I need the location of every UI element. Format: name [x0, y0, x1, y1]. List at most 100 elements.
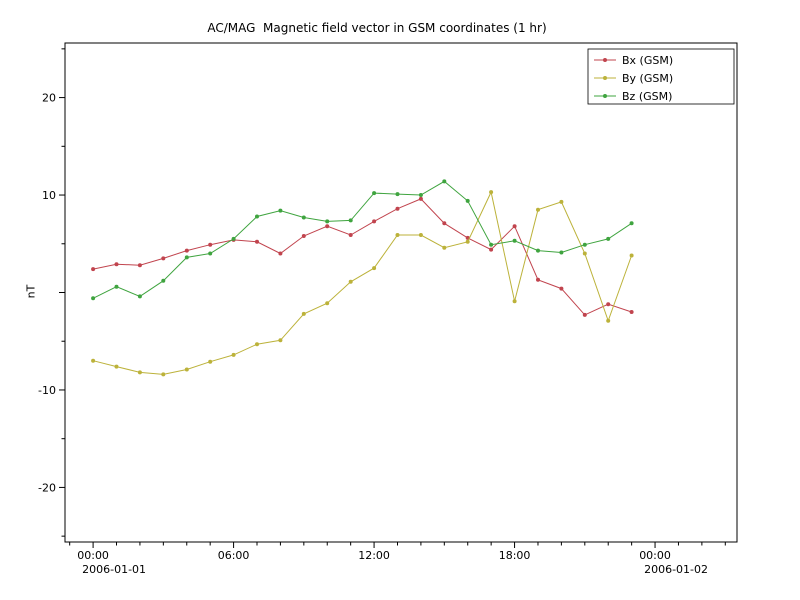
data-point-marker	[629, 310, 634, 314]
data-point-marker	[512, 224, 517, 229]
data-point-marker	[325, 301, 330, 306]
data-point-marker	[559, 250, 564, 255]
data-point-marker	[161, 256, 166, 261]
data-point-marker	[629, 253, 634, 258]
data-point-marker	[536, 248, 540, 253]
data-point-marker	[489, 190, 494, 195]
data-point-marker	[372, 191, 377, 196]
data-point-marker	[442, 221, 447, 226]
x-tick-label: 18:00	[499, 549, 531, 562]
series-line	[92, 180, 632, 299]
data-point-marker	[278, 208, 283, 213]
data-point-marker	[348, 233, 353, 237]
data-point-marker	[301, 215, 306, 220]
data-point-marker	[137, 370, 142, 375]
y-tick-label: 20	[42, 92, 56, 105]
y-axis: -20 -10 10 20	[38, 48, 65, 537]
data-point-marker	[137, 263, 142, 268]
data-point-marker	[161, 278, 166, 283]
data-point-marker	[465, 198, 470, 203]
series-bx	[91, 196, 634, 317]
data-point-marker	[606, 302, 611, 307]
data-point-marker	[512, 299, 517, 304]
data-point-marker	[372, 266, 377, 271]
data-point-marker	[114, 262, 119, 267]
data-point-marker	[325, 224, 330, 229]
legend-sample-marker	[603, 58, 607, 62]
data-point-marker	[161, 372, 166, 377]
y-tick-label: -10	[38, 384, 56, 397]
data-point-marker	[114, 364, 119, 369]
data-point-marker	[91, 296, 96, 301]
x-tick-label: 06:00	[218, 549, 250, 562]
data-point-marker	[184, 248, 189, 253]
data-point-marker	[91, 267, 96, 272]
data-point-marker	[606, 236, 611, 241]
data-point-marker	[348, 279, 353, 284]
series-by	[91, 190, 634, 377]
chart-title: AC/MAG Magnetic field vector in GSM coor…	[207, 21, 547, 35]
data-point-marker	[231, 236, 236, 241]
data-point-marker	[231, 352, 236, 357]
legend-box	[587, 48, 735, 105]
data-point-marker	[395, 206, 400, 211]
data-point-marker	[184, 367, 189, 372]
data-point-marker	[536, 277, 540, 282]
legend-sample-marker	[603, 94, 607, 98]
data-point-marker	[512, 238, 517, 243]
data-point-marker	[255, 239, 259, 244]
data-point-marker	[418, 233, 423, 237]
data-point-marker	[606, 318, 611, 323]
data-point-marker	[395, 233, 400, 237]
data-point-marker	[255, 214, 259, 219]
legend-label: Bz (GSM)	[622, 90, 672, 103]
data-point-marker	[348, 218, 353, 223]
data-point-marker	[559, 199, 564, 204]
data-point-marker	[582, 242, 587, 247]
series-bz	[91, 179, 634, 301]
series-line	[92, 198, 632, 316]
data-point-marker	[418, 193, 423, 197]
x-tick-label: 12:00	[358, 549, 390, 562]
legend-sample-marker	[603, 76, 607, 80]
data-point-marker	[278, 338, 283, 343]
data-point-marker	[582, 251, 587, 256]
data-point-marker	[395, 192, 400, 197]
data-point-marker	[91, 358, 96, 363]
data-point-marker	[208, 251, 213, 256]
legend-label: Bx (GSM)	[622, 54, 673, 67]
legend: Bx (GSM) By (GSM) Bz (GSM)	[587, 48, 735, 105]
data-point-marker	[489, 242, 494, 247]
plot-frame	[64, 42, 738, 543]
x-tick-label: 00:00	[639, 549, 671, 562]
data-point-marker	[418, 196, 423, 201]
data-point-marker	[442, 245, 447, 250]
data-point-marker	[325, 219, 330, 224]
legend-label: By (GSM)	[622, 72, 673, 85]
data-point-marker	[559, 286, 564, 291]
x-date-label: 2006-01-02	[644, 563, 708, 576]
data-point-marker	[208, 359, 213, 364]
data-point-marker	[301, 234, 306, 238]
data-point-marker	[137, 294, 142, 299]
y-tick-label: -20	[38, 481, 56, 494]
data-point-marker	[114, 284, 119, 289]
data-point-marker	[489, 247, 494, 252]
series-line	[92, 190, 633, 375]
data-point-marker	[255, 342, 259, 347]
data-point-marker	[582, 312, 587, 317]
data-point-marker	[184, 255, 189, 260]
data-point-marker	[372, 219, 377, 224]
data-point-marker	[208, 242, 213, 247]
y-tick-label: 10	[42, 189, 56, 202]
data-point-marker	[536, 207, 540, 212]
data-point-marker	[278, 251, 283, 256]
x-date-label: 2006-01-01	[82, 563, 146, 576]
data-point-marker	[442, 179, 447, 184]
x-tick-label: 00:00	[77, 549, 109, 562]
data-point-marker	[465, 239, 470, 244]
data-point-marker	[301, 311, 306, 316]
